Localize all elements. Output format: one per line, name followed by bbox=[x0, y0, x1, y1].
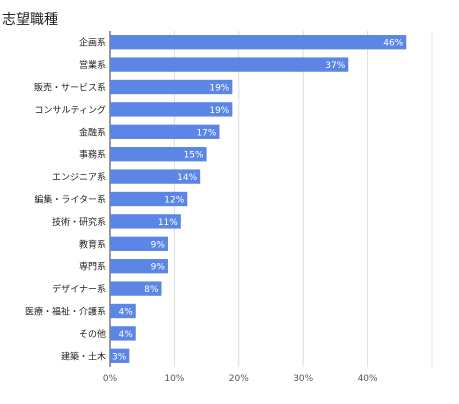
chart-title: 志望職種 bbox=[2, 12, 58, 28]
x-axis-ticks: 0% 10% 20% 30% 40% bbox=[103, 374, 378, 384]
category-label: 技術・研究系 bbox=[52, 216, 106, 228]
category-label: 金融系 bbox=[79, 126, 106, 138]
category-label: 専門系 bbox=[79, 261, 106, 273]
bar-value-label: 9% bbox=[151, 240, 166, 250]
category-label: 企画系 bbox=[79, 37, 106, 49]
x-tick-label: 0% bbox=[103, 374, 118, 384]
category-labels: 企画系営業系販売・サービス系コンサルティング金融系事務系エンジニア系編集・ライタ… bbox=[25, 37, 106, 363]
bar bbox=[110, 57, 349, 72]
bar-value-label: 37% bbox=[325, 61, 345, 71]
bars: 46% 37% 19% 19% 17% 15% 14% 12% 11% 9% 9% 8% 4% 4% 3% bbox=[110, 35, 407, 363]
bar-value-label: 11% bbox=[158, 218, 178, 228]
bar bbox=[110, 169, 201, 184]
x-tick-label: 20% bbox=[229, 374, 249, 384]
category-label: 教育系 bbox=[79, 238, 106, 250]
bar-value-label: 4% bbox=[118, 330, 133, 340]
category-label: その他 bbox=[79, 328, 106, 340]
bar-value-label: 12% bbox=[164, 196, 184, 206]
bar bbox=[110, 214, 181, 229]
x-tick-label: 10% bbox=[164, 374, 184, 384]
bar-value-label: 14% bbox=[177, 173, 197, 183]
category-label: デザイナー系 bbox=[52, 283, 106, 295]
bar bbox=[110, 259, 168, 274]
category-label: コンサルティング bbox=[35, 104, 106, 116]
bar-value-label: 9% bbox=[151, 263, 166, 273]
bar bbox=[110, 124, 220, 139]
bar bbox=[110, 348, 130, 363]
bar bbox=[110, 281, 162, 296]
bar bbox=[110, 35, 407, 50]
category-label: 建築・土木 bbox=[61, 350, 106, 362]
bar-value-label: 8% bbox=[144, 285, 159, 295]
bar-value-label: 17% bbox=[196, 128, 216, 138]
category-label: エンジニア系 bbox=[52, 172, 106, 183]
category-label: 営業系 bbox=[79, 59, 106, 71]
bar-value-label: 19% bbox=[209, 84, 229, 94]
bar bbox=[110, 303, 136, 319]
bar-value-label: 46% bbox=[383, 39, 403, 49]
bar bbox=[110, 326, 136, 341]
bar bbox=[110, 147, 207, 162]
category-label: 編集・ライター系 bbox=[34, 194, 106, 206]
x-tick-label: 40% bbox=[358, 374, 378, 384]
bar bbox=[110, 236, 168, 251]
category-label: 販売・サービス系 bbox=[34, 82, 106, 94]
category-label: 事務系 bbox=[79, 149, 106, 161]
bar-value-label: 15% bbox=[184, 151, 204, 161]
bar-value-label: 3% bbox=[112, 352, 127, 362]
bar bbox=[110, 79, 233, 95]
bar-value-label: 19% bbox=[209, 106, 229, 116]
bar bbox=[110, 102, 233, 117]
category-label: 医療・福祉・介護系 bbox=[25, 306, 106, 318]
bar-value-label: 4% bbox=[118, 308, 133, 318]
bar bbox=[110, 191, 188, 207]
x-tick-label: 30% bbox=[293, 374, 313, 384]
